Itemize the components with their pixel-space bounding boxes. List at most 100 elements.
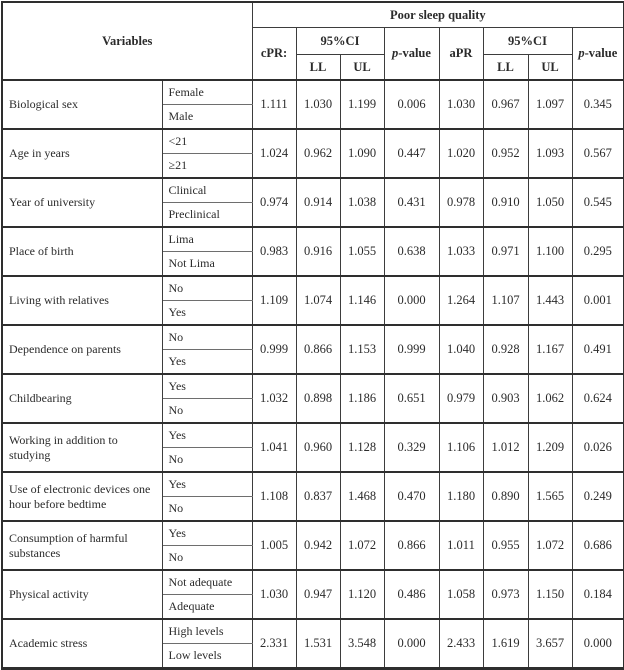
ll-adjusted-value: 1.107: [482, 275, 529, 326]
ul-crude-value: 1.072: [339, 520, 385, 571]
ul-adjusted-value: 1.150: [527, 569, 573, 620]
cpr-value: 1.109: [251, 275, 297, 326]
pvalue-adjusted: 0.345: [571, 79, 624, 130]
ll-crude-value: 1.531: [295, 618, 341, 669]
ul-adjusted-value: 1.093: [527, 128, 573, 179]
header-row-3: LL UL LL UL: [2, 54, 624, 81]
table-header: Variables Poor sleep quality cPR: 95%CI …: [1, 1, 624, 81]
ll-adjusted-value: 0.952: [482, 128, 529, 179]
table-row: Childbearing Yes 1.032 0.898 1.186 0.651…: [1, 373, 624, 424]
cpr-value: 0.974: [251, 177, 297, 228]
ul-adjusted-value: 1.050: [527, 177, 573, 228]
apr-value: 1.058: [438, 569, 484, 620]
ll-crude-value: 0.947: [295, 569, 341, 620]
ul-adjusted-value: 3.657: [527, 618, 573, 669]
apr-value: 2.433: [438, 618, 484, 669]
category-label: No: [161, 545, 253, 571]
cpr-value: 1.024: [251, 128, 297, 179]
variable-name: Childbearing: [1, 373, 163, 424]
table-row: Working in addition to studying Yes 1.04…: [1, 422, 624, 473]
apr-value: 1.264: [438, 275, 484, 326]
pvalue-crude: 0.470: [383, 471, 440, 522]
pvalue-adjusted: 0.567: [571, 128, 624, 179]
table-row: Not Lima: [2, 251, 624, 277]
apr-value: 1.040: [438, 324, 484, 375]
ll-adjusted-value: 0.973: [482, 569, 529, 620]
cpr-value: 1.041: [251, 422, 297, 473]
variable-name: Academic stress: [1, 618, 163, 669]
ll-crude-value: 0.898: [295, 373, 341, 424]
ll-header-adjusted: LL: [482, 54, 529, 81]
ul-adjusted-value: 1.565: [527, 471, 573, 522]
ul-adjusted-value: 1.209: [527, 422, 573, 473]
apr-value: 0.979: [438, 373, 484, 424]
ll-crude-value: 0.837: [295, 471, 341, 522]
variable-name: Age in years: [1, 128, 163, 179]
pvalue-header-crude: p-value: [383, 27, 440, 81]
apr-value: 0.978: [438, 177, 484, 228]
pvalue-crude: 0.000: [383, 275, 440, 326]
ci-header-adjusted: 95%CI: [482, 27, 573, 55]
table-row: Dependence on parents No 0.999 0.866 1.1…: [1, 324, 624, 375]
ll-adjusted-value: 0.967: [482, 79, 529, 130]
cpr-value: 0.999: [251, 324, 297, 375]
header-row-1: Variables Poor sleep quality: [1, 1, 624, 81]
ul-crude-value: 1.153: [339, 324, 385, 375]
category-label: No: [161, 324, 253, 350]
variable-name: Living with relatives: [1, 275, 163, 326]
category-label: Not adequate: [161, 569, 253, 595]
p-rest: -value: [584, 46, 618, 60]
ul-crude-value: 1.038: [339, 177, 385, 228]
cpr-value: 1.030: [251, 569, 297, 620]
ll-header-crude: LL: [295, 54, 341, 81]
pvalue-crude: 0.431: [383, 177, 440, 228]
p-rest: -value: [398, 46, 431, 60]
pvalue-crude: 0.651: [383, 373, 440, 424]
apr-header: aPR: [438, 27, 484, 81]
ul-crude-value: 1.146: [339, 275, 385, 326]
p-italic: p: [392, 46, 399, 60]
table-row: Biological sex Female 1.111 1.030 1.199 …: [1, 79, 624, 130]
ll-adjusted-value: 1.012: [482, 422, 529, 473]
ul-crude-value: 1.186: [339, 373, 385, 424]
table-row: Use of electronic devices one hour befor…: [1, 471, 624, 522]
pvalue-crude: 0.999: [383, 324, 440, 375]
ll-adjusted-value: 0.971: [482, 226, 529, 277]
category-label: Preclinical: [161, 202, 253, 228]
ll-adjusted-value: 0.955: [482, 520, 529, 571]
category-label: Male: [161, 104, 253, 130]
p-italic: p: [578, 46, 585, 60]
category-label: Not Lima: [161, 251, 253, 277]
table-row: Age in years <21 1.024 0.962 1.090 0.447…: [1, 128, 624, 179]
ul-adjusted-value: 1.167: [527, 324, 573, 375]
category-label: No: [161, 398, 253, 424]
table-body: Biological sex Female 1.111 1.030 1.199 …: [1, 79, 624, 669]
ll-crude-value: 0.962: [295, 128, 341, 179]
ul-crude-value: 3.548: [339, 618, 385, 669]
apr-value: 1.030: [438, 79, 484, 130]
ll-adjusted-value: 1.619: [482, 618, 529, 669]
pvalue-crude: 0.486: [383, 569, 440, 620]
cpr-header: cPR:: [251, 27, 297, 81]
table-row: No: [2, 545, 624, 571]
ci-header-crude: 95%CI: [295, 27, 385, 55]
ul-adjusted-value: 1.443: [527, 275, 573, 326]
ul-crude-value: 1.055: [339, 226, 385, 277]
pvalue-adjusted: 0.001: [571, 275, 624, 326]
pvalue-adjusted: 0.624: [571, 373, 624, 424]
cpr-value: 2.331: [251, 618, 297, 669]
pvalue-adjusted: 0.545: [571, 177, 624, 228]
category-label: Yes: [161, 422, 253, 448]
table-row: Academic stress High levels 2.331 1.531 …: [1, 618, 624, 669]
pvalue-crude: 0.000: [383, 618, 440, 669]
pvalue-crude: 0.447: [383, 128, 440, 179]
ul-crude-value: 1.090: [339, 128, 385, 179]
variable-name: Dependence on parents: [1, 324, 163, 375]
table-row: ≥21: [2, 153, 624, 179]
ll-crude-value: 1.030: [295, 79, 341, 130]
ll-adjusted-value: 0.928: [482, 324, 529, 375]
table-row: No: [2, 447, 624, 473]
table-row: Male: [2, 104, 624, 130]
category-label: Low levels: [161, 643, 253, 669]
